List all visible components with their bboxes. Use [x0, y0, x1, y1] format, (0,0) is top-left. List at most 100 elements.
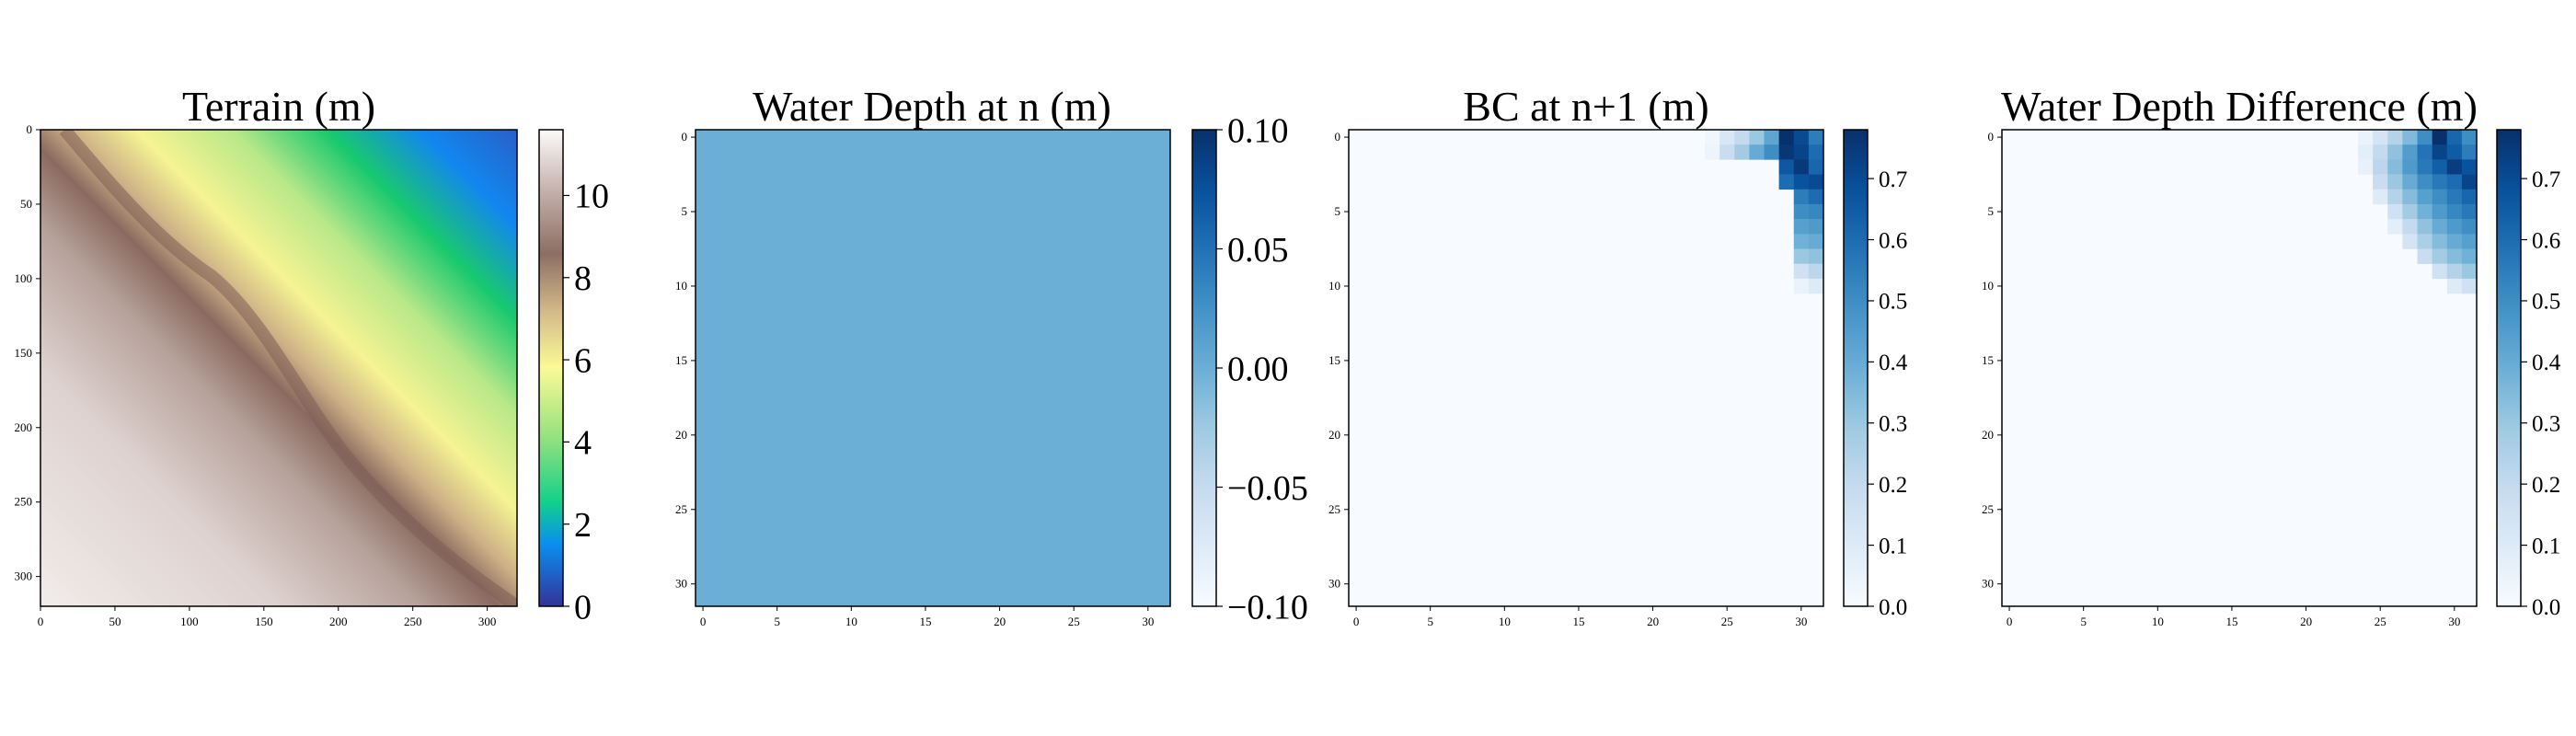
- difference-cell: [2461, 203, 2478, 220]
- bc-cell: [1793, 159, 1810, 175]
- difference-cell: [2446, 159, 2463, 175]
- difference-cell: [2461, 219, 2478, 235]
- difference-cell: [2446, 189, 2463, 205]
- colorbar-tick-label: 6: [574, 341, 592, 380]
- difference-cell: [2373, 174, 2388, 190]
- bc-cell: [1808, 189, 1824, 205]
- colorbar-tick-label: 0.0: [1879, 595, 1907, 620]
- difference-cell: [2417, 144, 2432, 160]
- x-tick-label: 25: [2375, 615, 2386, 628]
- colorbar-tick-label: 0.3: [2532, 412, 2560, 437]
- difference-cell: [2387, 144, 2403, 160]
- bc-cell: [1793, 130, 1810, 145]
- difference-cell: [2432, 248, 2448, 264]
- y-tick-label: 10: [1328, 279, 1340, 293]
- bc-cell: [1793, 219, 1810, 235]
- x-tick-label: 30: [1795, 615, 1807, 628]
- difference-cell: [2432, 189, 2448, 205]
- difference-cell: [2432, 144, 2448, 160]
- bc-cell: [1808, 248, 1824, 264]
- x-tick-label: 15: [919, 615, 931, 628]
- difference-cell: [2446, 248, 2463, 264]
- colorbar-tick-label: 0.1: [1879, 534, 1907, 558]
- bc-cell: [1808, 159, 1824, 175]
- water-depth-title: Water Depth at n (m): [753, 83, 1111, 130]
- x-tick-label: 20: [2300, 615, 2312, 628]
- bc-cell: [1793, 234, 1810, 249]
- difference-colorbar: [2496, 129, 2522, 607]
- colorbar-tick-label: 4: [574, 424, 592, 463]
- water-depth-colorbar: [1191, 129, 1217, 607]
- bc-cell: [1719, 130, 1735, 145]
- difference-ticks: 0 5 10 15 20 25 30 0 5 10 15 20 25 30: [1982, 130, 2460, 628]
- x-tick-label: 20: [1647, 615, 1659, 628]
- x-tick-label: 10: [845, 615, 857, 628]
- difference-cell: [2417, 159, 2432, 175]
- difference-cells: [2358, 130, 2478, 294]
- bc-cell: [1808, 219, 1824, 235]
- y-tick-label: 30: [1328, 577, 1340, 591]
- y-tick-label: 0: [682, 130, 688, 144]
- difference-cell: [2373, 130, 2388, 145]
- y-tick-label: 0: [1335, 130, 1341, 144]
- difference-cell: [2402, 130, 2418, 145]
- bc-cell: [1734, 130, 1750, 145]
- difference-cell: [2446, 278, 2463, 294]
- difference-cell: [2461, 234, 2478, 249]
- difference-cell: [2432, 203, 2448, 220]
- water-depth-colorbar-ticks: −0.10 −0.05 0.00 0.05 0.10: [1216, 111, 1308, 627]
- x-tick-label: 15: [2225, 615, 2237, 628]
- colorbar-tick-label: 0.4: [1879, 351, 1908, 375]
- x-tick-label: 250: [404, 615, 422, 628]
- bc-cell: [1793, 278, 1810, 294]
- y-tick-label: 30: [675, 577, 687, 591]
- bc-cell: [1808, 278, 1824, 294]
- difference-cell: [2402, 144, 2418, 160]
- difference-cell: [2402, 234, 2418, 249]
- difference-cell: [2387, 219, 2403, 235]
- colorbar-tick-label: 0.4: [2532, 351, 2561, 375]
- y-tick-label: 15: [675, 353, 687, 367]
- y-tick-label: 200: [15, 420, 33, 434]
- bc-axes-frame: [1348, 129, 1824, 607]
- difference-cell: [2373, 159, 2388, 175]
- colorbar-tick-label: 0.7: [2532, 167, 2560, 192]
- y-tick-label: 5: [682, 204, 688, 218]
- bc-cell: [1749, 144, 1765, 160]
- colorbar-tick-label: −0.05: [1227, 469, 1308, 508]
- x-tick-label: 150: [255, 615, 273, 628]
- y-tick-label: 30: [1982, 577, 1994, 591]
- colorbar-tick-label: 0.2: [2532, 473, 2560, 498]
- difference-cell: [2417, 174, 2432, 190]
- difference-cell: [2417, 234, 2432, 249]
- water-depth-field: [696, 130, 1170, 606]
- difference-cell: [2446, 263, 2463, 280]
- difference-cell: [2461, 263, 2478, 280]
- bc-cell: [1793, 144, 1810, 160]
- bc-cell: [1705, 144, 1720, 160]
- y-tick-label: 300: [15, 569, 33, 583]
- colorbar-tick-label: 0.6: [2532, 228, 2560, 253]
- colorbar-tick-label: 10: [574, 178, 609, 216]
- terrain-title: Terrain (m): [182, 83, 375, 130]
- difference-cell: [2461, 144, 2478, 160]
- difference-cell: [2432, 174, 2448, 190]
- x-tick-label: 300: [478, 615, 497, 628]
- colorbar-tick-label: 0.05: [1227, 231, 1289, 270]
- y-tick-label: 20: [675, 428, 687, 442]
- x-tick-label: 20: [994, 615, 1006, 628]
- x-tick-label: 0: [700, 615, 707, 628]
- difference-cell: [2446, 130, 2463, 145]
- colorbar-tick-label: 0.0: [2532, 595, 2560, 620]
- difference-cell: [2461, 278, 2478, 294]
- colorbar-tick-label: 0.3: [1879, 412, 1907, 437]
- colorbar-tick-label: 0.5: [1879, 290, 1907, 315]
- x-tick-label: 5: [774, 615, 780, 628]
- difference-cell: [2373, 144, 2388, 160]
- difference-cell: [2387, 159, 2403, 175]
- bc-cell: [1778, 130, 1795, 145]
- x-tick-label: 10: [1499, 615, 1511, 628]
- difference-cell: [2402, 219, 2418, 235]
- terrain-axes-frame: [40, 129, 518, 607]
- colorbar-tick-label: 2: [574, 506, 592, 545]
